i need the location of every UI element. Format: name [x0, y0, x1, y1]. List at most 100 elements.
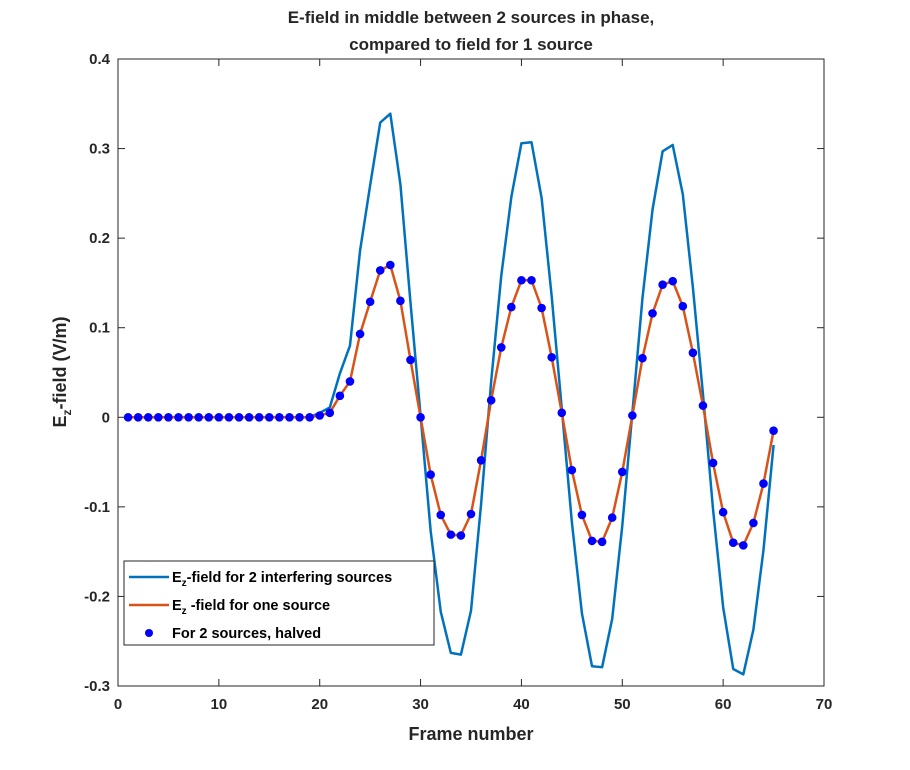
data-point: [628, 411, 637, 420]
y-tick-label: 0.4: [89, 51, 111, 68]
data-point: [325, 408, 335, 418]
y-tick-labels: -0.3 -0.2 -0.1 0 0.1 0.2 0.3 0.4: [84, 51, 111, 695]
data-point: [698, 401, 708, 410]
data-point: [335, 391, 345, 401]
data-point: [547, 352, 556, 362]
data-point: [728, 538, 738, 547]
data-point: [295, 412, 304, 422]
data-point: [507, 302, 516, 312]
x-tick-labels: 0 10 20 30 40 50 60 70: [114, 696, 833, 713]
y-tick-label: -0.2: [84, 588, 110, 605]
data-point: [587, 536, 597, 546]
data-point: [123, 412, 133, 422]
y-tick-label: 0.2: [89, 230, 110, 247]
data-point: [194, 412, 203, 422]
data-point: [708, 458, 718, 468]
data-point: [416, 412, 425, 422]
data-point: [476, 455, 486, 465]
data-point: [365, 297, 375, 307]
data-point: [577, 510, 587, 520]
legend-marker-halved: [145, 629, 153, 637]
data-point: [143, 412, 153, 422]
data-point: [718, 507, 728, 517]
data-point: [396, 296, 405, 306]
x-tick-label: 20: [311, 696, 328, 713]
data-point: [254, 412, 264, 422]
legend-label-one-source-main: E: [172, 598, 182, 614]
legend-label-one-source: Ez -field for one source: [172, 598, 330, 617]
series-two-sources-halved: [123, 260, 778, 550]
legend-label-two-sources-rest: -field for 2 interfering sources: [187, 570, 392, 586]
legend-label-halved: For 2 sources, halved: [172, 626, 321, 642]
data-point: [285, 412, 294, 422]
data-point: [668, 276, 678, 286]
data-point: [749, 518, 758, 528]
data-point: [658, 280, 667, 290]
data-point: [678, 301, 688, 311]
x-tick-label: 50: [614, 696, 631, 713]
y-tick-label: 0: [102, 409, 110, 426]
data-point: [386, 260, 395, 270]
data-point: [446, 530, 456, 539]
legend-label-one-source-subscript: z: [182, 606, 187, 617]
data-point: [567, 465, 577, 475]
tick-marks: [117, 58, 825, 687]
x-tick-label: 70: [816, 696, 833, 713]
data-point: [638, 353, 647, 363]
data-point: [537, 303, 546, 313]
legend: Ez-field for 2 interfering sources Ez -f…: [123, 560, 435, 646]
data-point: [264, 412, 274, 422]
legend-label-two-sources: Ez-field for 2 interfering sources: [172, 570, 392, 589]
legend-label-two-sources-main: E: [172, 570, 182, 586]
x-tick-label: 30: [412, 696, 429, 713]
data-point: [597, 537, 607, 547]
data-point: [456, 531, 466, 540]
data-point: [355, 329, 365, 339]
y-tick-label: 0.3: [89, 141, 110, 158]
data-point: [315, 411, 325, 420]
data-point: [406, 355, 415, 365]
x-axis-label: Frame number: [408, 724, 533, 744]
y-tick-label: -0.3: [84, 678, 110, 695]
legend-label-one-source-rest: -field for one source: [187, 598, 330, 614]
data-point: [739, 541, 748, 550]
x-tick-label: 40: [513, 696, 530, 713]
y-axis-label-main: E: [50, 415, 70, 427]
legend-label-two-sources-subscript: z: [182, 578, 187, 589]
data-point: [769, 426, 778, 436]
y-axis-label-subscript: z: [60, 409, 74, 415]
data-point: [436, 510, 446, 520]
data-point: [154, 412, 163, 422]
data-point: [305, 412, 314, 422]
data-point: [557, 408, 567, 418]
data-point: [648, 309, 657, 318]
chart-title-line-1: E-field in middle between 2 sources in p…: [288, 8, 655, 27]
y-axis-label: Ez-field (V/m): [50, 316, 74, 427]
data-point: [759, 479, 768, 488]
data-point: [204, 412, 214, 422]
y-tick-label: -0.1: [84, 499, 110, 516]
x-tick-label: 10: [211, 696, 228, 713]
data-point: [184, 412, 193, 422]
legend-box: [123, 560, 435, 646]
data-point: [517, 275, 526, 285]
data-point: [174, 412, 183, 422]
data-point: [224, 412, 234, 422]
data-point: [527, 275, 536, 285]
data-point: [164, 412, 173, 422]
data-point: [486, 395, 496, 405]
data-point: [133, 412, 143, 422]
data-point: [275, 412, 284, 422]
data-point: [234, 412, 244, 422]
y-tick-label: 0.1: [89, 320, 110, 337]
data-point: [466, 509, 476, 519]
data-point: [688, 348, 698, 358]
data-point: [426, 470, 435, 479]
y-axis-label-rest: -field (V/m): [50, 316, 70, 409]
data-point: [244, 412, 254, 422]
series-layer: [123, 112, 778, 676]
chart-title-line-2: compared to field for 1 source: [349, 35, 593, 54]
data-point: [607, 513, 617, 522]
data-point: [214, 412, 224, 422]
